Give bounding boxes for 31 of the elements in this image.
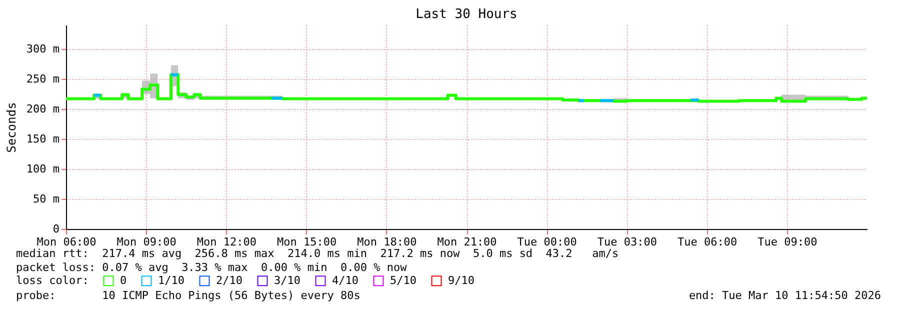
y-tick-label: 150 m — [26, 132, 60, 146]
legend-label: 5/10 — [390, 274, 416, 287]
x-tick-label: Tue 09:00 — [758, 236, 818, 248]
x-tick-label: Mon 12:00 — [196, 236, 257, 248]
x-tick-label: Mon 09:00 — [116, 236, 176, 248]
legend-label: 2/10 — [216, 274, 242, 287]
legend-label: 9/10 — [448, 274, 474, 287]
legend-label: 3/10 — [274, 274, 300, 287]
x-tick-label: Tue 03:00 — [597, 236, 658, 248]
x-tick-label: Tue 00:00 — [517, 236, 577, 248]
x-tick-label: Mon 06:00 — [36, 236, 96, 248]
y-tick-label: 100 m — [26, 162, 60, 176]
text: median rtt: 217.4 ms avg 256.8 ms max 214.0 ms min 217.2 ms now 5.0 ms sd 43.2 am/s — [16, 247, 619, 260]
x-tick-label: Mon 18:00 — [357, 236, 417, 248]
y-tick-label: 250 m — [26, 72, 60, 86]
legend-title: loss color: — [16, 274, 89, 287]
y-tick-label: 0 — [52, 222, 60, 236]
text: packet loss: 0.07 % avg 3.33 % max 0.00 % min 0.00 % now — [16, 261, 407, 274]
legend-label: 1/10 — [158, 274, 184, 287]
text: probe: 10 ICMP Echo Pings (56 Bytes) every 80s — [16, 289, 360, 302]
legend-label: 4/10 — [332, 274, 358, 287]
y-tick-label: 200 m — [26, 102, 60, 116]
x-tick-label: Mon 15:00 — [276, 236, 337, 248]
y-axis-title: Seconds — [4, 102, 18, 153]
x-tick-label: Mon 21:00 — [437, 236, 497, 248]
text: end: Tue Mar 10 11:54:50 2026 — [688, 289, 881, 302]
y-tick-label: 50 m — [33, 192, 60, 206]
legend-label: 0 — [120, 274, 127, 287]
chart-title: Last 30 Hours — [416, 7, 518, 22]
x-tick-label: Tue 06:00 — [677, 236, 738, 248]
y-tick-label: 300 m — [26, 42, 60, 56]
